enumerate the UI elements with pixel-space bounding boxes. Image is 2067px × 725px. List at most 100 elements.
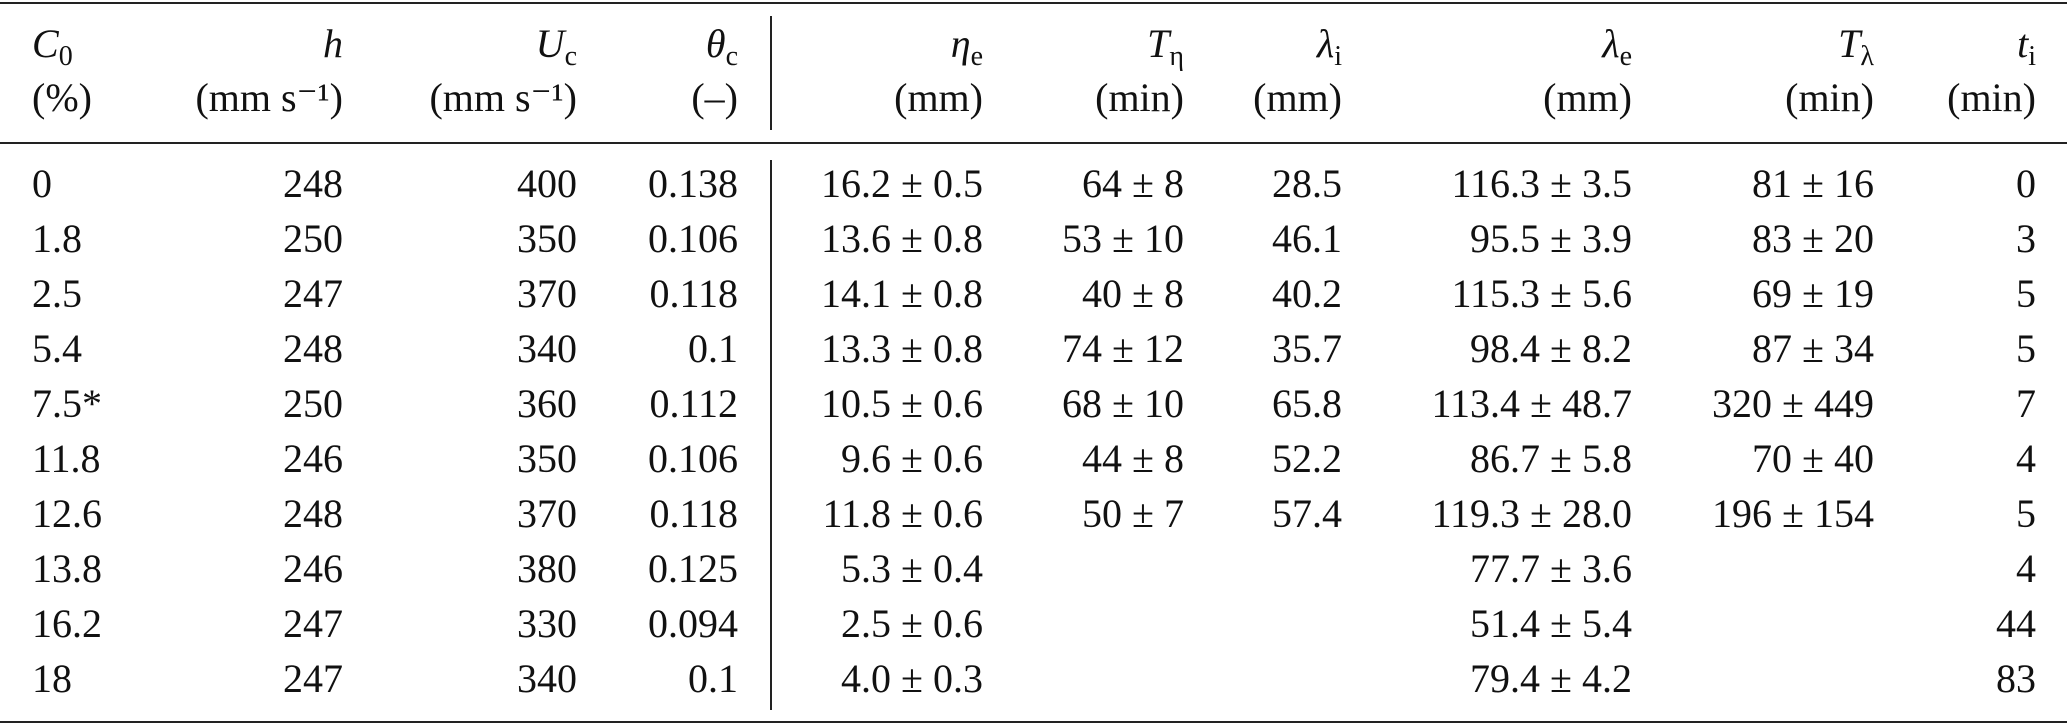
table-cell: 11.8 ± 0.6 (822, 491, 983, 536)
table-cell: 360 (517, 381, 577, 426)
table-cell: 70 ± 40 (1752, 436, 1874, 481)
bottom-rule (0, 721, 2067, 723)
table-cell: 320 ± 449 (1712, 381, 1874, 426)
table-cell: 250 (283, 216, 343, 261)
table-cell: 3 (2016, 216, 2036, 261)
table-cell: 18 (32, 656, 72, 701)
symbol-subscript: 0 (58, 41, 73, 72)
table-cell: 0 (32, 161, 52, 206)
table-cell: 11.8 (32, 436, 101, 481)
table-cell: 16.2 ± 0.5 (821, 161, 983, 206)
table-cell: 87 ± 34 (1752, 326, 1874, 371)
table-cell: 40 ± 8 (1082, 271, 1184, 316)
table-cell: 98.4 ± 8.2 (1470, 326, 1632, 371)
header-divider (770, 16, 772, 130)
column-symbol: λi (1317, 20, 1342, 81)
column-symbol: C0 (32, 20, 73, 81)
table-cell: 0.118 (649, 271, 738, 316)
table-cell: 2.5 ± 0.6 (841, 601, 983, 646)
table-cell: 246 (283, 436, 343, 481)
symbol-subscript: e (970, 41, 983, 72)
symbol-subscript: c (564, 41, 577, 72)
table-cell: 53 ± 10 (1062, 216, 1184, 261)
symbol-text: T (1838, 21, 1861, 66)
table-cell: 247 (283, 601, 343, 646)
table-cell: 5.3 ± 0.4 (841, 546, 983, 591)
table-cell: 28.5 (1272, 161, 1342, 206)
table-cell: 44 (1996, 601, 2036, 646)
table-cell: 4 (2016, 546, 2036, 591)
table-cell: 52.2 (1272, 436, 1342, 481)
table-cell: 380 (517, 546, 577, 591)
column-unit: (min) (1947, 75, 2036, 120)
table-cell: 81 ± 16 (1752, 161, 1874, 206)
table-cell: 64 ± 8 (1082, 161, 1184, 206)
table-cell: 13.3 ± 0.8 (821, 326, 983, 371)
table-cell: 95.5 ± 3.9 (1470, 216, 1632, 261)
column-unit: (min) (1785, 75, 1874, 120)
column-symbol: ηe (951, 20, 983, 81)
symbol-text: h (323, 21, 343, 66)
table-cell: 1.8 (32, 216, 82, 261)
column-unit: (min) (1095, 75, 1184, 120)
table-cell: 5 (2016, 491, 2036, 536)
table-cell: 83 ± 20 (1752, 216, 1874, 261)
table-cell: 65.8 (1272, 381, 1342, 426)
table-cell: 116.3 ± 3.5 (1451, 161, 1632, 206)
table-cell: 46.1 (1272, 216, 1342, 261)
table-cell: 248 (283, 326, 343, 371)
table-cell: 40.2 (1272, 271, 1342, 316)
table-cell: 44 ± 8 (1082, 436, 1184, 481)
table-cell: 69 ± 19 (1752, 271, 1874, 316)
column-symbol: Tλ (1838, 20, 1874, 81)
column-symbol: θc (706, 20, 738, 81)
body-divider (770, 160, 772, 710)
column-unit: (mm s⁻¹) (429, 75, 577, 120)
table-cell: 83 (1996, 656, 2036, 701)
table-cell: 330 (517, 601, 577, 646)
table-cell: 0.094 (648, 601, 738, 646)
table-cell: 247 (283, 271, 343, 316)
column-symbol: Uc (536, 20, 577, 81)
table-cell: 119.3 ± 28.0 (1431, 491, 1632, 536)
symbol-subscript: e (1619, 41, 1632, 72)
column-unit: (%) (32, 75, 92, 120)
table-cell: 57.4 (1272, 491, 1342, 536)
table-cell: 246 (283, 546, 343, 591)
table-cell: 196 ± 154 (1712, 491, 1874, 536)
symbol-text: η (950, 21, 971, 66)
table-cell: 16.2 (32, 601, 102, 646)
table-cell: 4.0 ± 0.3 (841, 656, 983, 701)
table-cell: 115.3 ± 5.6 (1451, 271, 1632, 316)
table-cell: 350 (517, 436, 577, 481)
table-cell: 51.4 ± 5.4 (1470, 601, 1632, 646)
column-symbol: Tη (1147, 20, 1184, 81)
symbol-subscript: i (2028, 41, 2036, 72)
table-cell: 2.5 (32, 271, 82, 316)
column-unit: (–) (691, 75, 738, 120)
table-cell: 400 (517, 161, 577, 206)
table-cell: 0.1 (688, 326, 738, 371)
table-cell: 79.4 ± 4.2 (1470, 656, 1632, 701)
table-cell: 350 (517, 216, 577, 261)
table-cell: 5.4 (32, 326, 82, 371)
table-cell: 0.106 (648, 216, 738, 261)
symbol-text: λ (1316, 21, 1335, 66)
symbol-text: U (535, 21, 565, 66)
table-cell: 370 (517, 491, 577, 536)
table-cell: 113.4 ± 48.7 (1431, 381, 1632, 426)
table-cell: 5 (2016, 271, 2036, 316)
table-cell: 13.8 (32, 546, 102, 591)
table-cell: 0 (2016, 161, 2036, 206)
table-cell: 10.5 ± 0.6 (821, 381, 983, 426)
symbol-text: θ (705, 21, 726, 66)
column-symbol: λe (1602, 20, 1632, 81)
table-cell: 370 (517, 271, 577, 316)
table-cell: 12.6 (32, 491, 102, 536)
top-rule (0, 2, 2067, 4)
table-cell: 4 (2016, 436, 2036, 481)
table-cell: 7.5* (32, 381, 102, 426)
table-cell: 0.106 (648, 436, 738, 481)
table-cell: 5 (2016, 326, 2036, 371)
column-unit: (mm s⁻¹) (195, 75, 343, 120)
